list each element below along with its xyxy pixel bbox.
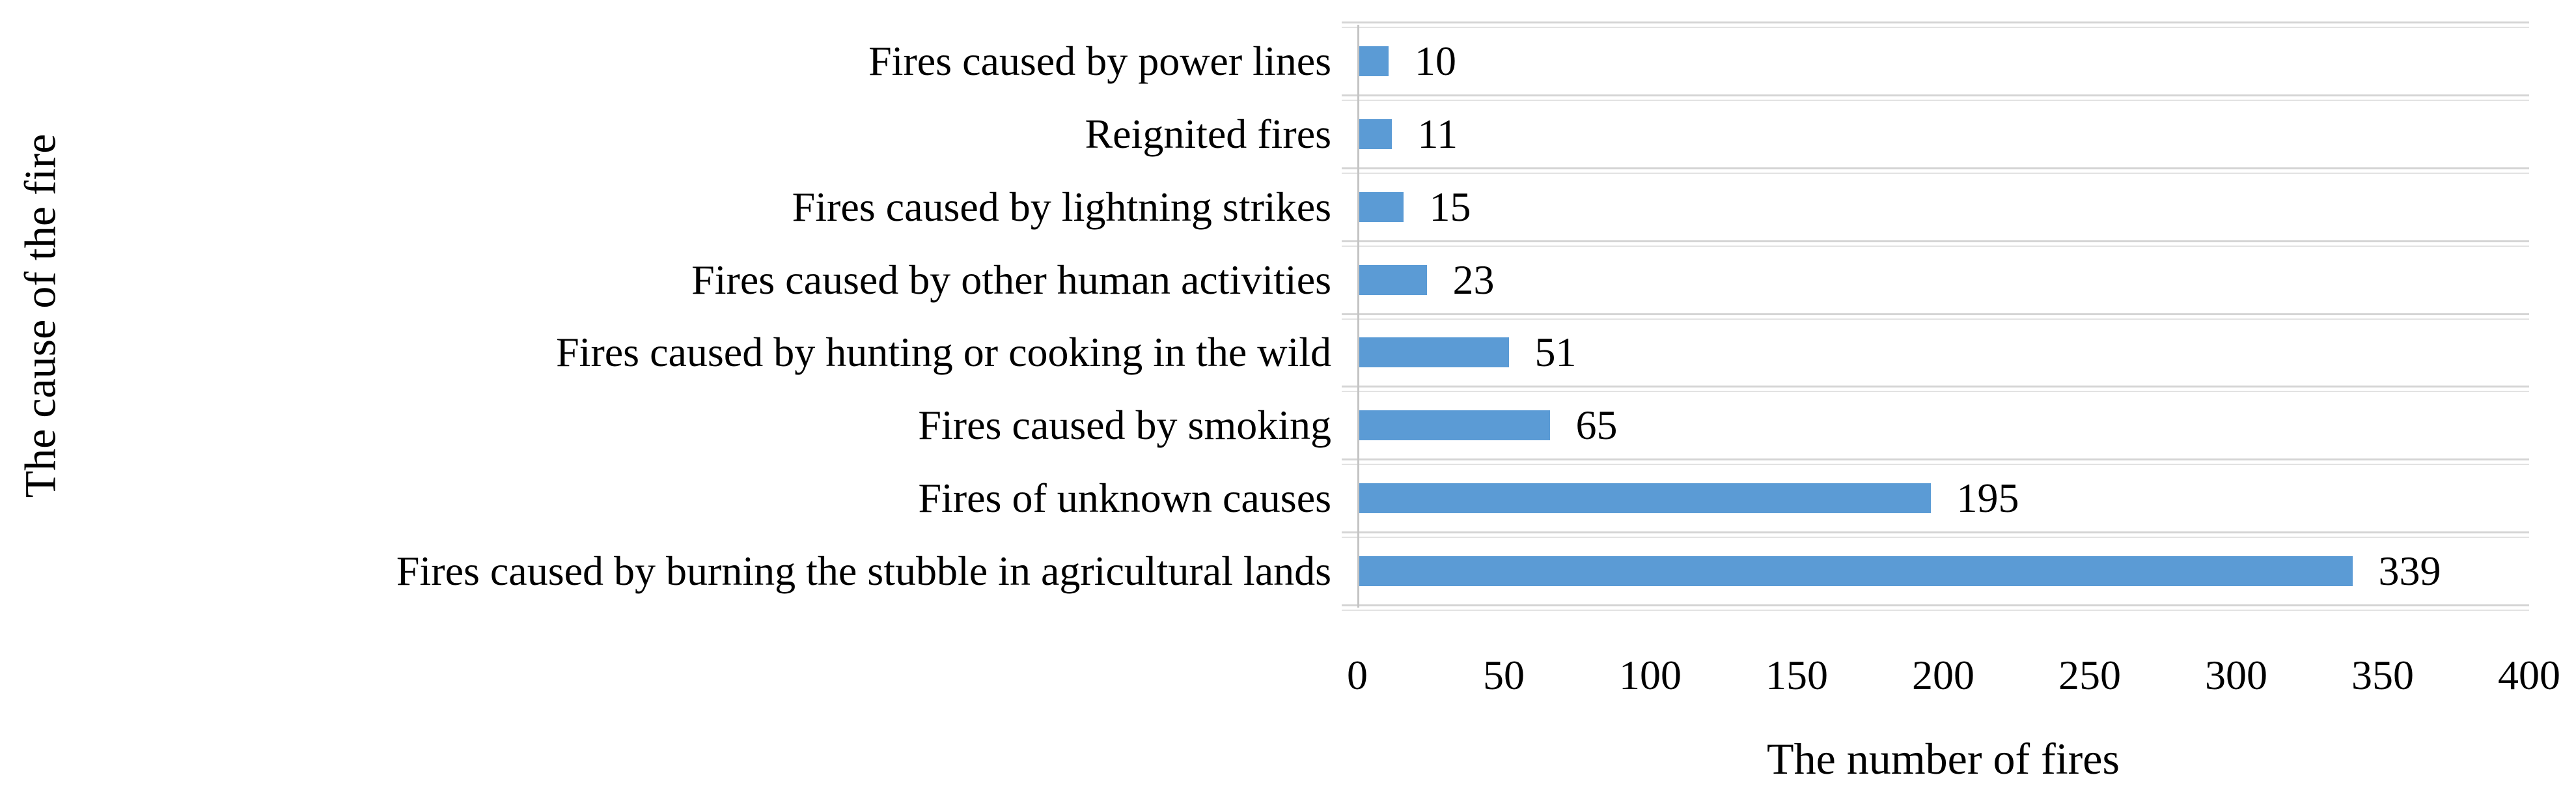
bar: [1359, 556, 2353, 587]
category-label: Fires caused by smoking: [918, 402, 1331, 449]
bar: [1359, 264, 1427, 295]
bar: [1359, 410, 1550, 441]
bar: [1359, 119, 1392, 149]
gridline: [1342, 94, 2529, 101]
value-label: 195: [1956, 475, 2019, 522]
category-label: Fires of unknown causes: [918, 475, 1331, 522]
category-label: Fires caused by power lines: [868, 37, 1331, 84]
x-axis-line: [1342, 604, 2529, 611]
gridline: [1342, 531, 2529, 539]
category-label: Fires caused by burning the stubble in a…: [396, 548, 1331, 595]
category-label: Reignited fires: [1085, 110, 1331, 157]
bar: [1359, 337, 1509, 368]
x-tick-label: 250: [2058, 652, 2121, 698]
value-label: 23: [1452, 256, 1495, 303]
category-label: Fires caused by hunting or cooking in th…: [556, 329, 1331, 376]
gridline: [1342, 386, 2529, 393]
gridline: [1342, 458, 2529, 466]
x-tick-label: 150: [1766, 652, 1828, 698]
category-label: Fires caused by lightning strikes: [792, 183, 1331, 230]
value-label: 11: [1417, 110, 1458, 157]
x-tick-label: 350: [2351, 652, 2414, 698]
value-label: 10: [1415, 37, 1456, 84]
gridline: [1342, 21, 2529, 28]
y-axis-line: [1357, 25, 1359, 608]
bar: [1359, 483, 1931, 514]
bar: [1359, 191, 1404, 222]
category-label: Fires caused by other human activities: [691, 256, 1331, 303]
value-label: 15: [1429, 183, 1471, 230]
x-tick-label: 400: [2498, 652, 2560, 698]
value-label: 65: [1575, 402, 1618, 449]
value-label: 339: [2378, 548, 2441, 595]
gridline: [1342, 240, 2529, 247]
gridline: [1342, 167, 2529, 174]
value-label: 51: [1534, 329, 1577, 376]
x-tick-label: 50: [1483, 652, 1525, 698]
x-tick-label: 0: [1347, 652, 1368, 698]
x-tick-label: 100: [1619, 652, 1682, 698]
x-tick-label: 200: [1912, 652, 1974, 698]
x-axis-title: The number of fires: [1767, 734, 2120, 783]
gridline: [1342, 313, 2529, 320]
bar: [1359, 46, 1389, 76]
x-tick-label: 300: [2205, 652, 2267, 698]
